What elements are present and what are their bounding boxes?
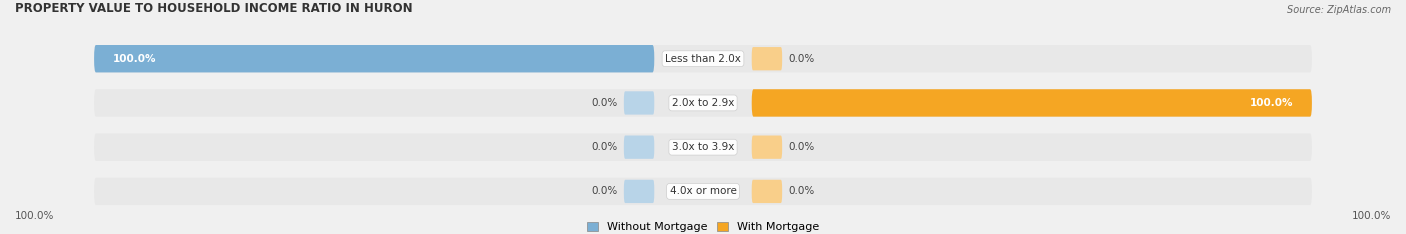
Text: 3.0x to 3.9x: 3.0x to 3.9x — [672, 142, 734, 152]
Text: 100.0%: 100.0% — [1250, 98, 1294, 108]
Text: 0.0%: 0.0% — [592, 98, 617, 108]
Text: 0.0%: 0.0% — [592, 142, 617, 152]
FancyBboxPatch shape — [94, 178, 1312, 205]
FancyBboxPatch shape — [624, 91, 654, 115]
FancyBboxPatch shape — [752, 47, 782, 70]
Legend: Without Mortgage, With Mortgage: Without Mortgage, With Mortgage — [586, 220, 820, 233]
Text: PROPERTY VALUE TO HOUSEHOLD INCOME RATIO IN HURON: PROPERTY VALUE TO HOUSEHOLD INCOME RATIO… — [15, 2, 412, 15]
FancyBboxPatch shape — [94, 45, 1312, 73]
Text: 2.0x to 2.9x: 2.0x to 2.9x — [672, 98, 734, 108]
Text: Source: ZipAtlas.com: Source: ZipAtlas.com — [1286, 5, 1391, 15]
Text: 100.0%: 100.0% — [15, 212, 55, 221]
FancyBboxPatch shape — [94, 89, 1312, 117]
FancyBboxPatch shape — [752, 180, 782, 203]
FancyBboxPatch shape — [752, 135, 782, 159]
Text: 100.0%: 100.0% — [1351, 212, 1391, 221]
Text: 4.0x or more: 4.0x or more — [669, 186, 737, 196]
FancyBboxPatch shape — [624, 180, 654, 203]
Text: 0.0%: 0.0% — [789, 186, 814, 196]
FancyBboxPatch shape — [624, 135, 654, 159]
FancyBboxPatch shape — [94, 45, 654, 73]
FancyBboxPatch shape — [752, 89, 1312, 117]
Text: 0.0%: 0.0% — [592, 186, 617, 196]
Text: 0.0%: 0.0% — [789, 54, 814, 64]
Text: 100.0%: 100.0% — [112, 54, 156, 64]
Text: Less than 2.0x: Less than 2.0x — [665, 54, 741, 64]
Text: 0.0%: 0.0% — [789, 142, 814, 152]
FancyBboxPatch shape — [94, 133, 1312, 161]
